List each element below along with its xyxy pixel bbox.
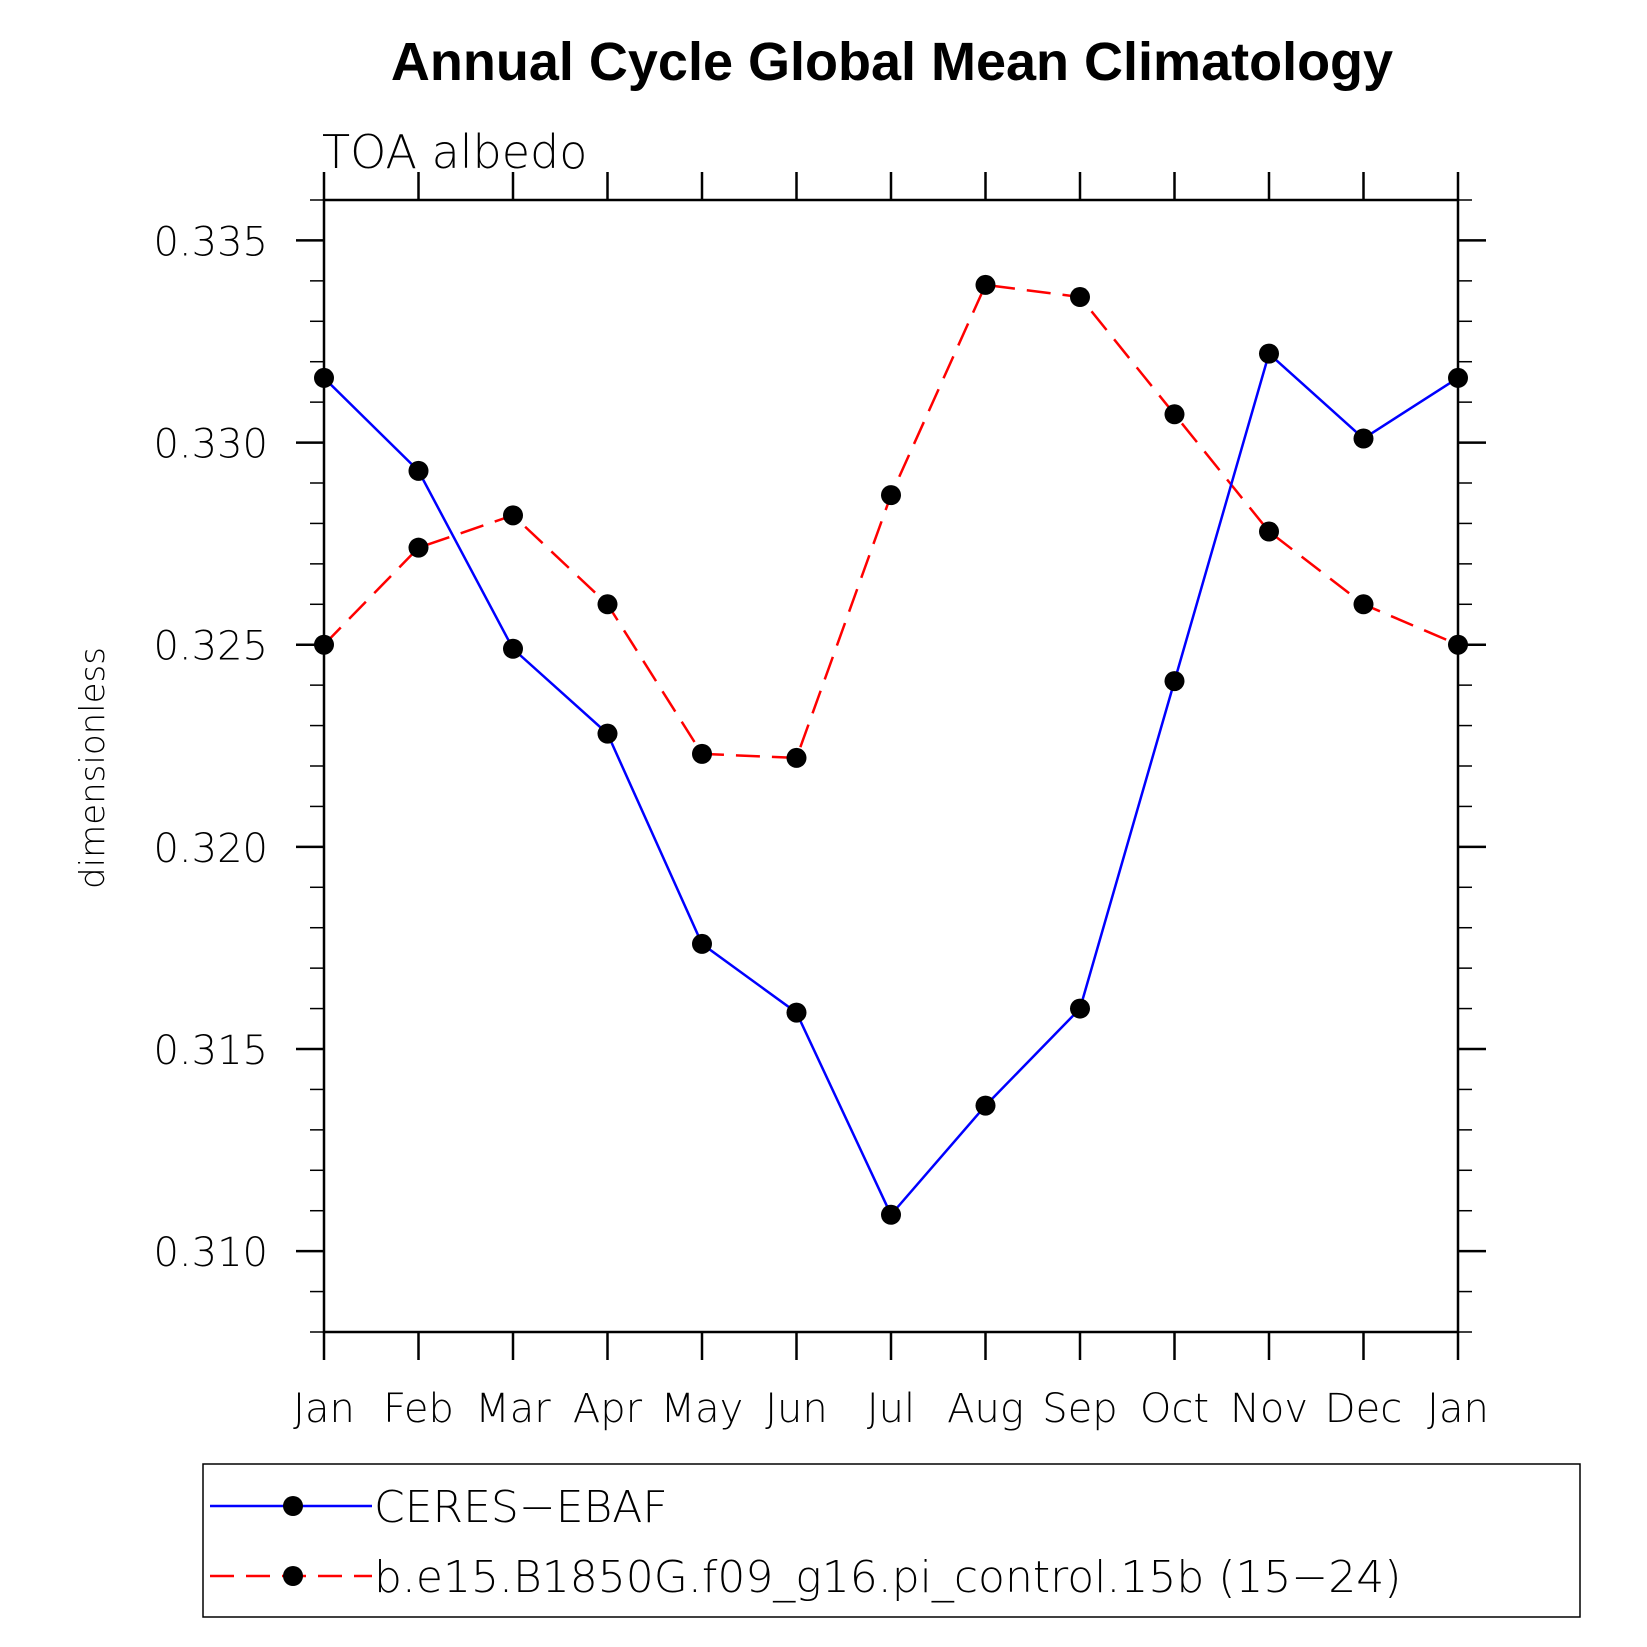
x-tick-label: Mar (475, 1386, 551, 1432)
y-tick-label: 0.325 (153, 624, 268, 670)
series-1-point (692, 743, 712, 764)
chart-subtitle: TOA albedo (322, 125, 587, 179)
x-tick-label: Jan (1427, 1386, 1489, 1432)
series-1-point (1448, 634, 1468, 655)
y-tick-label: 0.320 (153, 826, 268, 872)
series-0-point (786, 1002, 807, 1023)
chart-title: Annual Cycle Global Mean Climatology (391, 32, 1393, 92)
legend-label-model: b.e15.B1850G.f09_g16.pi_control.15b (15−… (374, 1552, 1401, 1603)
series-0-point (881, 1204, 901, 1225)
series-0-point (1164, 671, 1185, 692)
series-1-point (1164, 404, 1185, 425)
series-layer (314, 274, 1468, 1225)
series-0-point (503, 638, 523, 659)
y-tick-labels: 0.310 0.315 0.320 0.325 0.330 0.335 (153, 219, 268, 1276)
series-line-0 (323, 351, 1459, 1218)
series-1-point (1353, 594, 1374, 615)
x-tick-label: May (661, 1386, 744, 1432)
series-0-point (597, 723, 618, 744)
x-tick-label: Jul (867, 1386, 915, 1432)
series-1-point (1070, 287, 1090, 308)
legend-swatch-marker-ceres (283, 1496, 303, 1516)
series-1-point (786, 747, 807, 768)
series-0-point (1448, 367, 1468, 388)
x-tick-label: Sep (1042, 1386, 1117, 1432)
x-tick-label: Dec (1325, 1386, 1402, 1432)
x-tick-label: Jun (765, 1386, 828, 1432)
y-tick-label: 0.310 (153, 1230, 268, 1276)
series-0-point (975, 1095, 996, 1116)
y-tick-label: 0.315 (153, 1028, 268, 1074)
series-0-point (1070, 998, 1090, 1019)
axis-ticks (296, 172, 1486, 1360)
x-tick-label: Nov (1230, 1386, 1308, 1432)
legend-box (202, 1463, 1581, 1618)
series-0-point (408, 460, 429, 481)
series-0-point (1259, 343, 1279, 364)
series-line-1 (323, 283, 1459, 760)
series-1-point (881, 485, 901, 506)
x-tick-label: Aug (947, 1386, 1024, 1432)
series-0-point (314, 367, 334, 388)
series-1-point (503, 505, 523, 526)
series-1-point (975, 274, 996, 295)
x-tick-label: Feb (383, 1386, 454, 1432)
x-tick-label: Jan (293, 1386, 355, 1432)
series-1-point (597, 594, 618, 615)
x-tick-label: Oct (1140, 1386, 1209, 1432)
series-1-point (408, 537, 429, 558)
series-0-point (692, 933, 712, 954)
x-tick-labels: Jan Feb Mar Apr May Jun Jul Aug Sep Oct Nov Dec Jan (293, 1386, 1489, 1432)
y-axis-label: dimensionless (73, 647, 113, 889)
legend-label-ceres: CERES−EBAF (374, 1482, 668, 1533)
legend-swatch-marker-model (283, 1566, 303, 1586)
x-tick-label: Apr (573, 1386, 643, 1432)
series-0-point (1353, 428, 1374, 449)
y-tick-label: 0.330 (153, 422, 268, 468)
y-tick-label: 0.335 (153, 219, 268, 265)
series-1-point (314, 634, 334, 655)
series-1-point (1259, 521, 1279, 542)
